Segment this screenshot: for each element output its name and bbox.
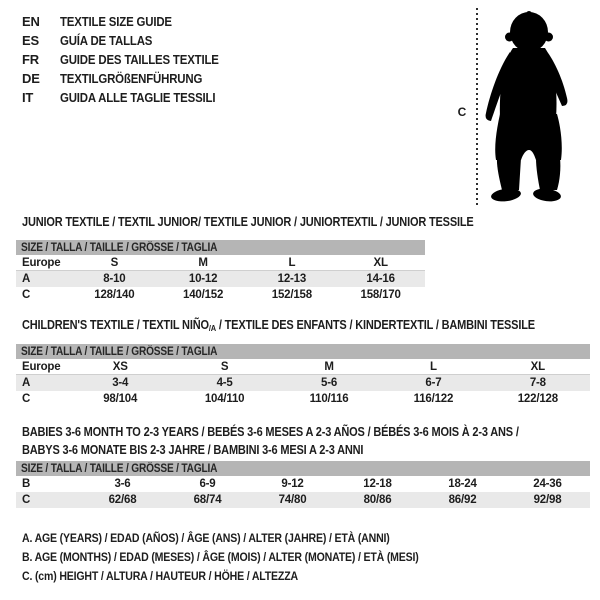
row-label: C: [22, 494, 31, 506]
babies-title-line2: BABYS 3-6 MONATE BIS 2-3 JAHRE / BAMBINI…: [22, 443, 364, 457]
column-header: M: [198, 256, 208, 269]
babies-size-table: SIZE / TALLA / TAILLE / GRÖSSE / TAGLIA …: [16, 461, 590, 508]
size-cell: 5-6: [321, 377, 338, 389]
legend-line-b: B. AGE (MONTHS) / EDAD (MESES) / ÂGE (MO…: [22, 550, 419, 564]
size-cell: 7-8: [529, 377, 546, 389]
children-columns-row: Europe XS S M L XL: [16, 359, 590, 375]
language-title: TEXTILGRÖßENFÜHRUNG: [60, 71, 203, 86]
row-label: B: [22, 478, 31, 490]
height-measure-dotted-line: [476, 8, 478, 208]
junior-columns-row: Europe S M L XL: [16, 255, 425, 271]
column-header: S: [110, 256, 119, 269]
column-header: M: [324, 360, 334, 373]
junior-size-table: SIZE / TALLA / TAILLE / GRÖSSE / TAGLIA …: [16, 240, 425, 303]
junior-section-title: JUNIOR TEXTILE / TEXTIL JUNIOR/ TEXTILE …: [22, 215, 535, 229]
language-code: FR: [22, 52, 39, 67]
size-cell: 116/122: [413, 393, 454, 405]
column-header: XL: [530, 360, 545, 373]
size-cell: 98/104: [103, 393, 138, 405]
size-cell: 12-18: [363, 478, 392, 490]
junior-title-text: JUNIOR TEXTILE / TEXTIL JUNIOR/ TEXTILE …: [22, 215, 474, 229]
size-header-text: SIZE / TALLA / TAILLE / GRÖSSE / TAGLIA: [21, 462, 218, 475]
size-cell: 12-13: [277, 273, 307, 285]
size-header-bar: SIZE / TALLA / TAILLE / GRÖSSE / TAGLIA: [16, 240, 425, 255]
babies-title-line1: BABIES 3-6 MONTH TO 2-3 YEARS / BEBÉS 3-…: [22, 425, 519, 439]
size-cell: 152/158: [271, 289, 312, 301]
row-label: C: [22, 289, 31, 301]
size-cell: 8-10: [103, 273, 126, 285]
size-header-bar: SIZE / TALLA / TAILLE / GRÖSSE / TAGLIA: [16, 461, 590, 476]
language-title: GUÍA DE TALLAS: [60, 33, 153, 48]
size-header-bar: SIZE / TALLA / TAILLE / GRÖSSE / TAGLIA: [16, 344, 590, 359]
measure-legend: A. AGE (YEARS) / EDAD (AÑOS) / ÂGE (ANS)…: [22, 531, 473, 588]
table-row-b: B 3-6 6-9 9-12 12-18 18-24 24-36: [16, 476, 590, 492]
size-cell: 4-5: [216, 377, 233, 389]
column-header: XS: [112, 360, 128, 373]
children-size-table: SIZE / TALLA / TAILLE / GRÖSSE / TAGLIA …: [16, 344, 590, 407]
children-title-post: / TEXTILE DES ENFANTS / KINDERTEXTIL / B…: [215, 318, 535, 332]
row-label: A: [22, 273, 31, 285]
size-cell: 110/116: [309, 393, 349, 405]
baby-silhouette-icon: [485, 11, 568, 202]
size-cell: 6-9: [199, 478, 216, 490]
region-label: Europe: [22, 360, 61, 373]
language-row-de: DE TEXTILGRÖßENFÜHRUNG: [22, 69, 240, 88]
column-header: L: [288, 256, 296, 269]
table-row-c: C 128/140 140/152 152/158 158/170: [16, 287, 425, 303]
size-cell: 14-16: [366, 273, 395, 285]
language-row-en: EN TEXTILE SIZE GUIDE: [22, 12, 240, 31]
region-label: Europe: [22, 256, 61, 269]
language-row-fr: FR GUIDE DES TAILLES TEXTILE: [22, 50, 240, 69]
language-row-it: IT GUIDA ALLE TAGLIE TESSILI: [22, 88, 240, 107]
children-title-pre: CHILDREN'S TEXTILE / TEXTIL NIÑO: [22, 318, 209, 332]
language-title: TEXTILE SIZE GUIDE: [60, 14, 172, 29]
size-header-text: SIZE / TALLA / TAILLE / GRÖSSE / TAGLIA: [21, 241, 218, 254]
language-list: EN TEXTILE SIZE GUIDE ES GUÍA DE TALLAS …: [22, 12, 240, 107]
column-header: XL: [373, 256, 388, 269]
size-cell: 62/68: [108, 494, 137, 506]
table-row-c: C 98/104 104/110 110/116 116/122 122/128: [16, 391, 590, 407]
row-label: C: [22, 393, 31, 405]
legend-line-a: A. AGE (YEARS) / EDAD (AÑOS) / ÂGE (ANS)…: [22, 531, 390, 545]
language-code: DE: [22, 71, 40, 86]
size-cell: 128/140: [94, 289, 135, 301]
column-header: L: [430, 360, 437, 373]
size-cell: 140/152: [183, 289, 224, 301]
row-label: A: [22, 377, 31, 389]
language-title: GUIDA ALLE TAGLIE TESSILI: [60, 90, 216, 105]
table-row-a: A 3-4 4-5 5-6 6-7 7-8: [16, 375, 590, 391]
size-header-text: SIZE / TALLA / TAILLE / GRÖSSE / TAGLIA: [21, 345, 218, 358]
size-cell: 9-12: [281, 478, 304, 490]
children-title-text: CHILDREN'S TEXTILE / TEXTIL NIÑO/A / TEX…: [22, 318, 535, 335]
size-cell: 104/110: [204, 393, 245, 405]
language-code: IT: [22, 90, 34, 105]
table-row-c: C 62/68 68/74 74/80 80/86 86/92 92/98: [16, 492, 590, 508]
column-header: S: [220, 360, 229, 373]
size-cell: 122/128: [517, 393, 558, 405]
size-cell: 92/98: [533, 494, 562, 506]
children-title-subscript: /A: [208, 323, 216, 333]
size-cell: 86/92: [448, 494, 477, 506]
size-cell: 18-24: [448, 478, 477, 490]
size-cell: 6-7: [425, 377, 442, 389]
size-cell: 158/170: [360, 289, 401, 301]
size-cell: 3-4: [112, 377, 129, 389]
size-cell: 68/74: [193, 494, 222, 506]
height-measure-label: C: [457, 105, 467, 119]
size-cell: 3-6: [114, 478, 131, 490]
size-cell: 80/86: [363, 494, 392, 506]
babies-section-title: BABIES 3-6 MONTH TO 2-3 YEARS / BEBÉS 3-…: [22, 423, 586, 459]
legend-line-c: C. (cm) HEIGHT / ALTURA / HAUTEUR / HÖHE…: [22, 569, 298, 583]
size-cell: 24-36: [533, 478, 562, 490]
language-row-es: ES GUÍA DE TALLAS: [22, 31, 240, 50]
size-cell: 10-12: [188, 273, 218, 285]
table-row-a: A 8-10 10-12 12-13 14-16: [16, 271, 425, 287]
language-code: ES: [22, 33, 39, 48]
size-cell: 74/80: [278, 494, 307, 506]
language-title: GUIDE DES TAILLES TEXTILE: [60, 52, 219, 67]
language-code: EN: [22, 14, 40, 29]
children-section-title: CHILDREN'S TEXTILE / TEXTIL NIÑO/A / TEX…: [22, 318, 600, 335]
